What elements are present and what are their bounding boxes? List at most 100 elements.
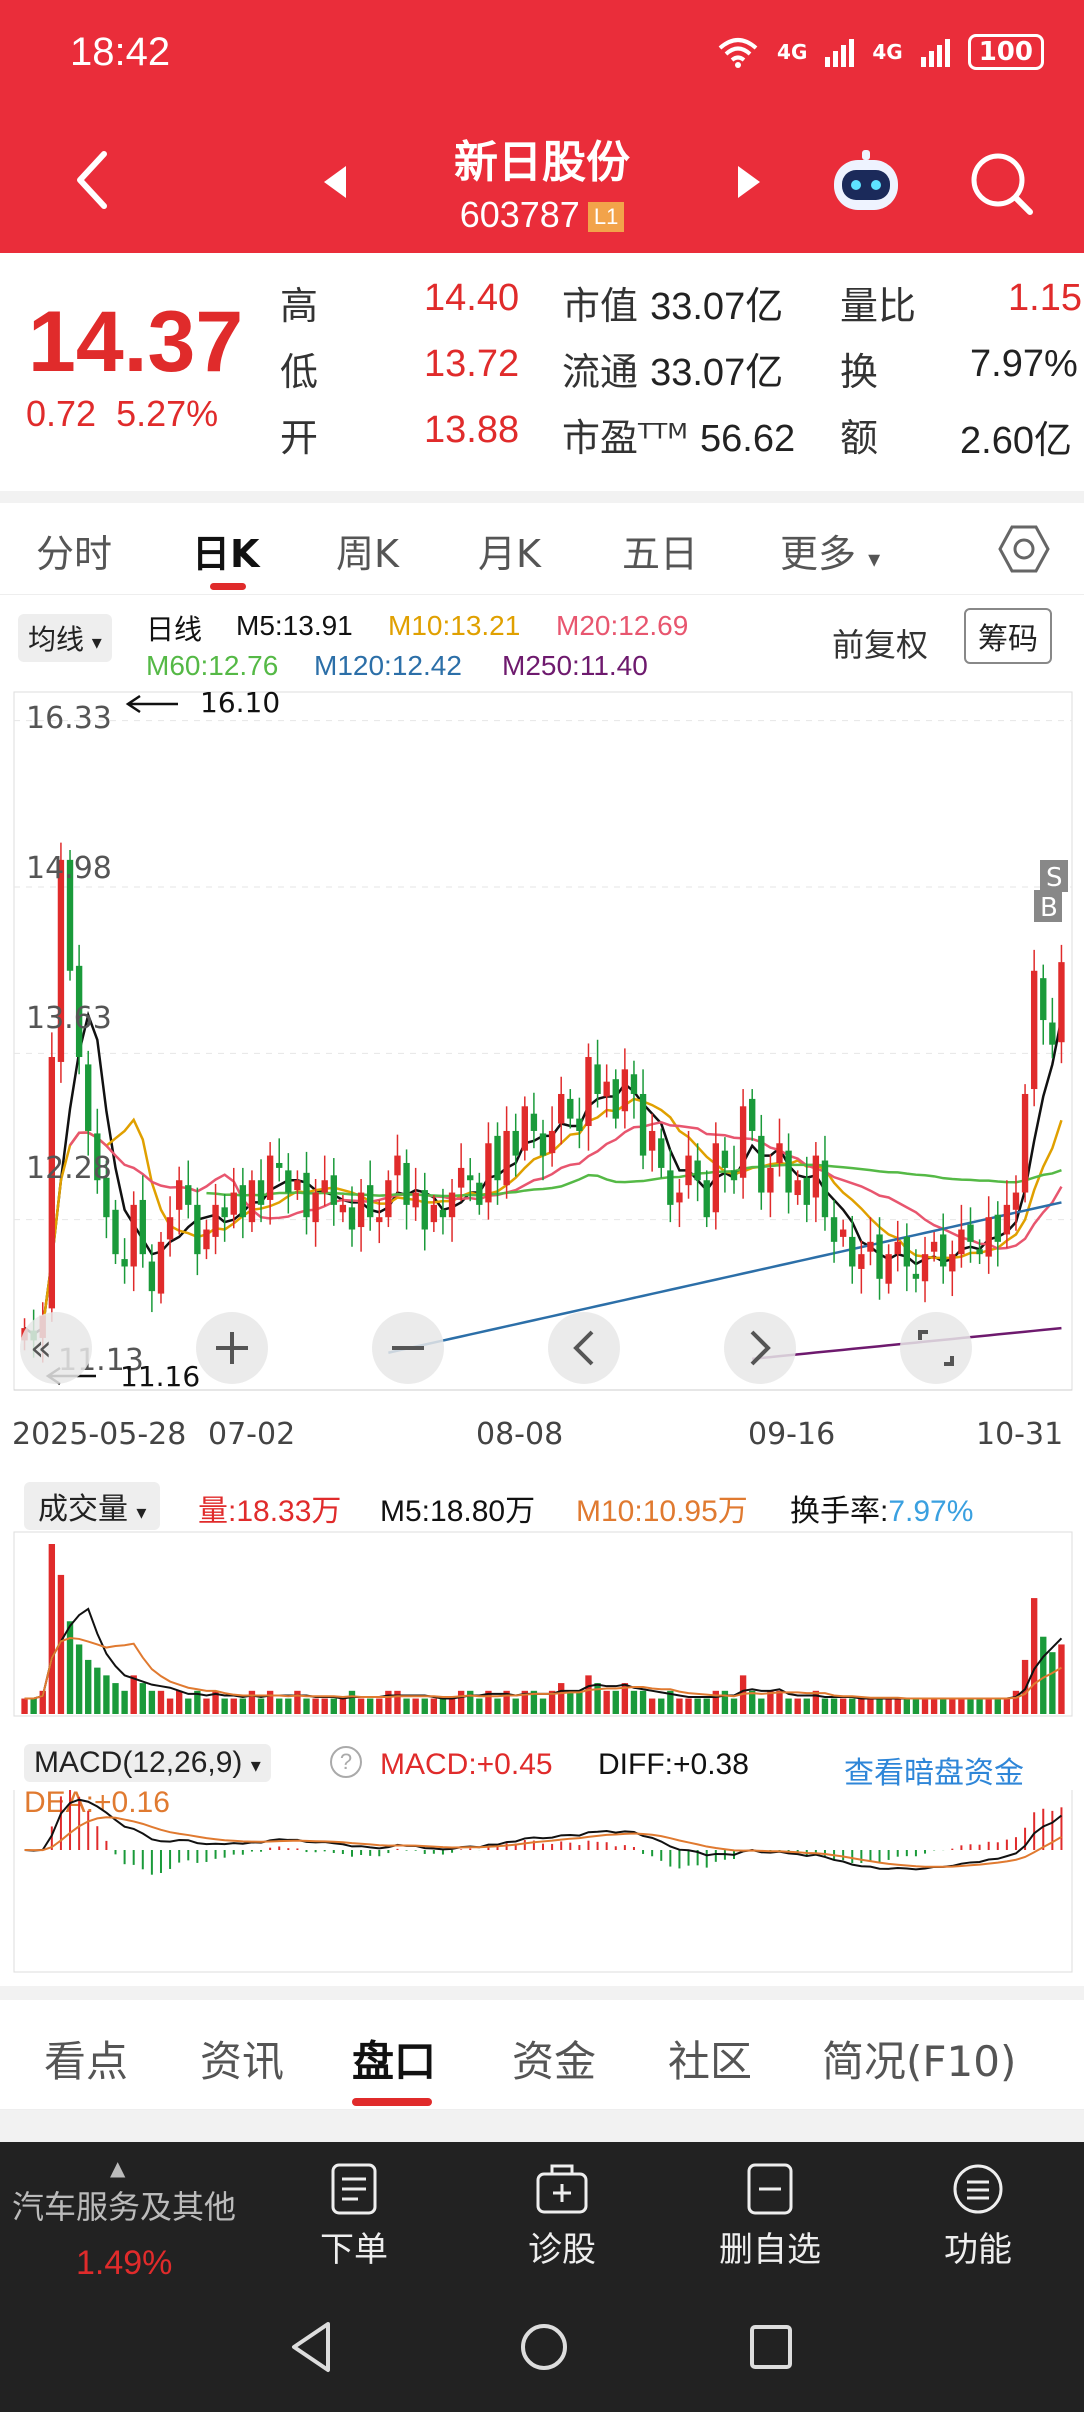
chip-distribution-button[interactable]: 筹码 bbox=[964, 608, 1052, 664]
robot-assistant-icon[interactable] bbox=[828, 150, 904, 216]
volume-bar bbox=[803, 1698, 810, 1714]
candle-body bbox=[1012, 1192, 1020, 1210]
candle-body bbox=[221, 1207, 228, 1218]
volume-bar bbox=[512, 1698, 519, 1714]
expand-up-icon[interactable]: ▲ bbox=[110, 2156, 126, 2180]
tab-intraday[interactable]: 分时 bbox=[36, 532, 113, 576]
volume-bar bbox=[130, 1675, 137, 1714]
volume-bar bbox=[603, 1690, 610, 1714]
back-arrow-icon[interactable] bbox=[72, 150, 112, 210]
volume-bar bbox=[330, 1698, 337, 1714]
volume-bar bbox=[439, 1698, 447, 1714]
tab-news[interactable]: 资讯 bbox=[200, 2037, 285, 2086]
candle-body bbox=[876, 1234, 883, 1279]
stock-code-row: 603787 L1 bbox=[0, 194, 1084, 236]
help-icon[interactable]: ? bbox=[330, 1746, 362, 1778]
diagnose-button[interactable]: 诊股 bbox=[492, 2162, 632, 2271]
tab-five-day[interactable]: 五日 bbox=[622, 532, 699, 576]
volume-indicator-select[interactable]: 成交量 ▾ bbox=[24, 1482, 161, 1530]
volume-bar bbox=[248, 1690, 256, 1714]
candle-body bbox=[758, 1135, 765, 1193]
fullscreen-button[interactable] bbox=[900, 1312, 972, 1384]
sector-name[interactable]: 汽车服务及其他 bbox=[12, 2188, 237, 2226]
volume-bar bbox=[830, 1698, 838, 1714]
nav-back-icon[interactable] bbox=[288, 2320, 334, 2374]
volume-bar bbox=[967, 1698, 974, 1714]
tab-more[interactable]: 更多 ▾ bbox=[780, 532, 881, 576]
nav-home-icon[interactable] bbox=[518, 2320, 570, 2374]
candle-body bbox=[294, 1180, 301, 1191]
quote-turnover: 换 bbox=[840, 350, 879, 394]
volume-bar bbox=[821, 1698, 829, 1714]
volume-bar bbox=[1049, 1652, 1056, 1714]
candle-body bbox=[48, 1057, 56, 1309]
candle-body bbox=[703, 1180, 710, 1218]
volume-bar bbox=[912, 1698, 920, 1714]
tab-community[interactable]: 社区 bbox=[668, 2037, 753, 2086]
candle-body bbox=[812, 1155, 820, 1198]
candle-body bbox=[166, 1217, 174, 1240]
candle-body bbox=[858, 1254, 865, 1269]
kline-tabs: 分时 日K 周K 月K 五日 更多 ▾ bbox=[0, 503, 1084, 595]
level-badge: L1 bbox=[587, 202, 625, 233]
volume-bar bbox=[421, 1698, 428, 1714]
volume-bar bbox=[457, 1690, 465, 1714]
tab-profile[interactable]: 简况(F10) bbox=[822, 2037, 1017, 2086]
ma-m60: M60:12.76 bbox=[146, 650, 279, 681]
signal-icon bbox=[825, 37, 855, 67]
tab-capital[interactable]: 资金 bbox=[512, 2037, 597, 2086]
order-button[interactable]: 下单 bbox=[284, 2162, 424, 2271]
svg-text:S: S bbox=[1046, 863, 1063, 893]
tab-daily-k[interactable]: 日K bbox=[192, 532, 260, 576]
svg-text:B: B bbox=[1040, 893, 1058, 923]
volume-bar bbox=[530, 1690, 538, 1714]
price-adjust-toggle[interactable]: 前复权 bbox=[832, 627, 929, 663]
volume-bar bbox=[412, 1698, 419, 1714]
dark-pool-link[interactable]: 查看暗盘资金 bbox=[844, 1757, 1024, 1790]
pan-right-button[interactable] bbox=[724, 1312, 796, 1384]
candle-body bbox=[539, 1133, 547, 1156]
volume-bar bbox=[521, 1690, 528, 1714]
candle-body bbox=[667, 1170, 674, 1205]
candle-body bbox=[85, 1064, 92, 1131]
quote-amount: 额 bbox=[840, 416, 879, 460]
next-stock-icon[interactable] bbox=[736, 164, 762, 200]
settings-icon[interactable] bbox=[998, 523, 1050, 575]
tab-order-book[interactable]: 盘口 bbox=[352, 2037, 437, 2086]
zoom-out-button[interactable] bbox=[372, 1312, 444, 1384]
macd-indicator-select[interactable]: MACD(12,26,9) ▾ bbox=[24, 1744, 271, 1782]
volume-bar bbox=[239, 1698, 247, 1714]
volume-bar bbox=[858, 1698, 865, 1714]
volume-bar bbox=[303, 1698, 310, 1714]
volume-bar bbox=[876, 1698, 883, 1714]
info-tabs: 看点 资讯 盘口 资金 社区 简况(F10) bbox=[0, 2000, 1084, 2110]
pan-left-button[interactable] bbox=[548, 1312, 620, 1384]
candle-body bbox=[257, 1180, 265, 1205]
ma-indicator-select[interactable]: 均线 ▾ bbox=[18, 614, 112, 662]
signal-icon bbox=[920, 37, 950, 67]
scroll-left-button[interactable]: « bbox=[20, 1312, 92, 1384]
candle-body bbox=[558, 1093, 565, 1124]
nav-recents-icon[interactable] bbox=[746, 2320, 796, 2374]
candle-body bbox=[357, 1192, 365, 1228]
candle-body bbox=[1040, 978, 1047, 1021]
zoom-in-button[interactable] bbox=[196, 1312, 268, 1384]
tab-monthly-k[interactable]: 月K bbox=[478, 532, 541, 576]
kline-chart[interactable]: 16.33 14.98 13.63 12.28 11.13 16.10 11.1… bbox=[0, 690, 1084, 1470]
search-icon[interactable] bbox=[968, 150, 1034, 216]
tab-weekly-k[interactable]: 周K bbox=[336, 532, 399, 576]
volume-bar bbox=[703, 1698, 710, 1714]
remove-watchlist-button[interactable]: 删自选 bbox=[700, 2162, 840, 2271]
divider bbox=[0, 1986, 1084, 2000]
previous-stock-icon[interactable] bbox=[322, 164, 348, 200]
volume-bar bbox=[567, 1690, 574, 1714]
function-button[interactable]: 功能 bbox=[908, 2162, 1048, 2271]
tab-highlights[interactable]: 看点 bbox=[44, 2037, 129, 2086]
ma-period: 日线 bbox=[146, 614, 203, 645]
volume-bar bbox=[621, 1683, 629, 1714]
ma120-line bbox=[388, 1201, 1062, 1354]
y-tick-label: 12.28 bbox=[26, 1151, 112, 1186]
x-tick-label: 09-16 bbox=[748, 1417, 835, 1452]
active-tab-indicator bbox=[352, 2098, 432, 2106]
volume-bar bbox=[949, 1698, 956, 1714]
